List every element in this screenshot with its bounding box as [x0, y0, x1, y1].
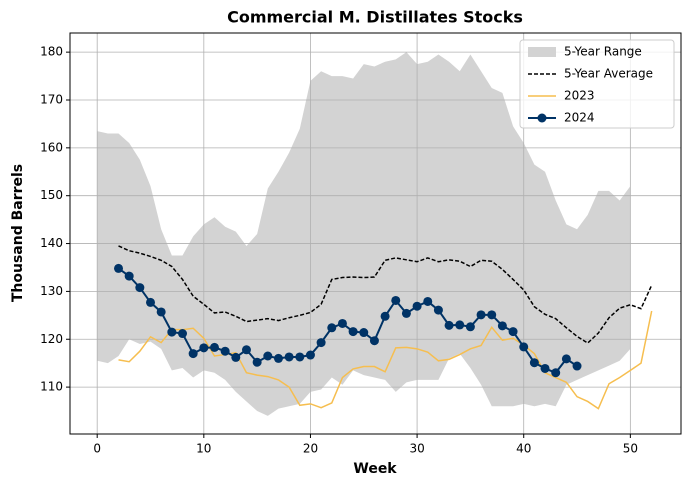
- point: [295, 352, 305, 362]
- point: [146, 297, 156, 307]
- point: [412, 301, 422, 311]
- point: [220, 346, 230, 356]
- point: [380, 311, 390, 321]
- point: [114, 263, 124, 273]
- point: [316, 338, 326, 348]
- point: [209, 342, 219, 352]
- legend-label: 2024: [564, 111, 595, 125]
- range-band: [97, 52, 631, 416]
- legend-label: 2023: [564, 89, 595, 103]
- point: [348, 327, 358, 337]
- y-tick-label: 160: [40, 140, 63, 154]
- point: [241, 345, 251, 355]
- chart-title: Commercial M. Distillates Stocks: [227, 8, 523, 27]
- x-tick-label: 50: [623, 442, 638, 456]
- point: [337, 318, 347, 328]
- legend-label: 5-Year Average: [564, 67, 653, 81]
- point: [572, 361, 582, 371]
- x-tick-label: 30: [409, 442, 424, 456]
- point: [551, 368, 561, 378]
- plot-frame: [69, 32, 682, 435]
- point: [487, 310, 497, 320]
- point: [177, 329, 187, 339]
- line-1: [118, 310, 653, 410]
- point: [231, 352, 241, 362]
- point: [124, 271, 134, 281]
- x-tick-label: 20: [303, 442, 318, 456]
- point: [199, 343, 209, 353]
- point: [455, 320, 465, 330]
- point: [305, 350, 315, 360]
- y-tick-label: 130: [40, 284, 63, 298]
- y-tick-label: 140: [40, 236, 63, 250]
- x-tick-label: 40: [516, 442, 531, 456]
- y-tick-label: 180: [40, 45, 63, 59]
- x-axis-label: Week: [353, 461, 397, 477]
- y-tick-label: 170: [40, 92, 63, 106]
- point: [167, 327, 177, 337]
- y-tick-label: 150: [40, 188, 63, 202]
- point: [252, 357, 262, 367]
- point: [519, 342, 529, 352]
- point: [508, 327, 518, 337]
- point: [273, 353, 283, 363]
- point: [391, 295, 401, 305]
- point: [327, 323, 337, 333]
- point: [423, 296, 433, 306]
- point: [465, 322, 475, 332]
- y-tick-label: 110: [40, 380, 63, 394]
- legend-label: 5-Year Range: [564, 45, 642, 59]
- legend-swatch: [528, 47, 556, 57]
- legend-box: [519, 39, 675, 129]
- y-tick-label: 120: [40, 332, 63, 346]
- point: [284, 352, 294, 362]
- point: [369, 336, 379, 346]
- point: [497, 321, 507, 331]
- point: [540, 363, 550, 373]
- point: [433, 305, 443, 315]
- y-axis-label: Thousand Barrels: [10, 164, 26, 302]
- point: [359, 328, 369, 338]
- x-tick-label: 10: [196, 442, 211, 456]
- point: [263, 351, 273, 361]
- point: [156, 307, 166, 317]
- point: [444, 320, 454, 330]
- point: [561, 354, 571, 364]
- legend-marker: [537, 113, 547, 123]
- legend: 5-Year Range 5-Year Average 2023 2024: [519, 39, 675, 129]
- point: [135, 283, 145, 293]
- point: [476, 310, 486, 320]
- point: [529, 358, 539, 368]
- point: [188, 349, 198, 359]
- point: [401, 308, 411, 318]
- x-tick-label: 0: [93, 442, 101, 456]
